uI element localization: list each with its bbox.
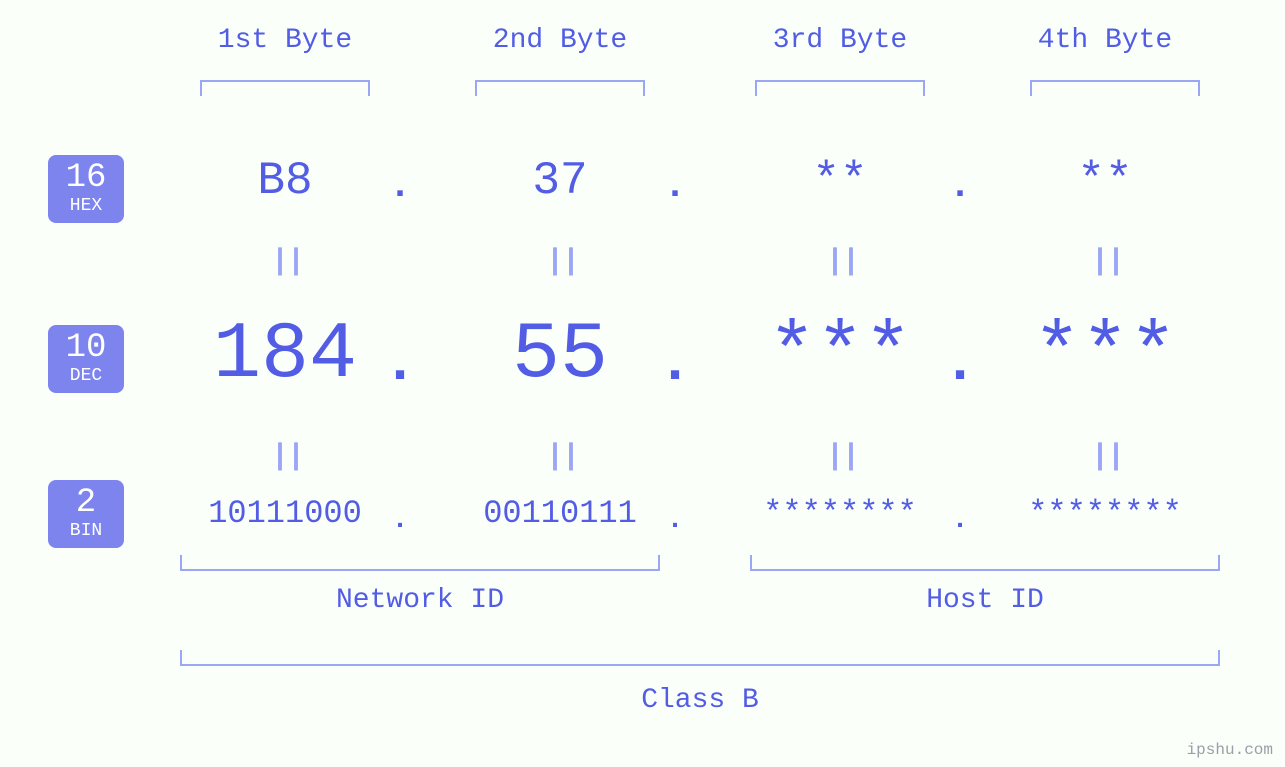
base-badge-hex: 16 HEX	[48, 155, 124, 223]
byte-bracket-3	[755, 80, 925, 96]
base-badge-bin: 2 BIN	[48, 480, 124, 548]
hex-byte-1: B8	[185, 155, 385, 207]
base-number: 2	[48, 486, 124, 520]
dec-byte-4: ***	[975, 310, 1235, 401]
ip-representation-diagram: 1st Byte 2nd Byte 3rd Byte 4th Byte 16 HEX 10 D…	[0, 0, 1285, 767]
base-number: 16	[48, 161, 124, 195]
network-id-label: Network ID	[270, 585, 570, 616]
hex-dot-2: .	[655, 165, 695, 208]
watermark: ipshu.com	[1187, 741, 1273, 759]
hex-byte-4: **	[1005, 155, 1205, 207]
base-badge-dec: 10 DEC	[48, 325, 124, 393]
hex-byte-2: 37	[460, 155, 660, 207]
equals-0-0: ||	[271, 245, 303, 279]
byte-bracket-2	[475, 80, 645, 96]
hex-dot-3: .	[940, 165, 980, 208]
equals-0-2: ||	[826, 245, 858, 279]
bin-dot-3: .	[940, 505, 980, 536]
base-number: 10	[48, 331, 124, 365]
class-label: Class B	[550, 685, 850, 716]
bin-dot-2: .	[655, 505, 695, 536]
equals-0-3: ||	[1091, 245, 1123, 279]
hex-byte-3: **	[740, 155, 940, 207]
equals-0-1: ||	[546, 245, 578, 279]
dec-byte-1: 184	[155, 310, 415, 401]
byte-header-3: 3rd Byte	[755, 25, 925, 56]
host-id-label: Host ID	[835, 585, 1135, 616]
bin-byte-1: 10111000	[155, 495, 415, 532]
byte-header-2: 2nd Byte	[475, 25, 645, 56]
network-id-bracket	[180, 555, 660, 571]
base-label: HEX	[48, 197, 124, 215]
bin-byte-2: 00110111	[430, 495, 690, 532]
base-label: BIN	[48, 522, 124, 540]
dec-byte-3: ***	[710, 310, 970, 401]
host-id-bracket	[750, 555, 1220, 571]
byte-header-4: 4th Byte	[1020, 25, 1190, 56]
equals-1-0: ||	[271, 440, 303, 474]
dec-dot-3: .	[940, 332, 980, 397]
class-bracket	[180, 650, 1220, 666]
equals-1-3: ||	[1091, 440, 1123, 474]
byte-header-1: 1st Byte	[200, 25, 370, 56]
base-label: DEC	[48, 367, 124, 385]
bin-dot-1: .	[380, 505, 420, 536]
bin-byte-3: ********	[710, 495, 970, 532]
dec-dot-2: .	[655, 332, 695, 397]
equals-1-2: ||	[826, 440, 858, 474]
byte-bracket-1	[200, 80, 370, 96]
byte-bracket-4	[1030, 80, 1200, 96]
equals-1-1: ||	[546, 440, 578, 474]
hex-dot-1: .	[380, 165, 420, 208]
dec-dot-1: .	[380, 332, 420, 397]
bin-byte-4: ********	[975, 495, 1235, 532]
dec-byte-2: 55	[430, 310, 690, 401]
